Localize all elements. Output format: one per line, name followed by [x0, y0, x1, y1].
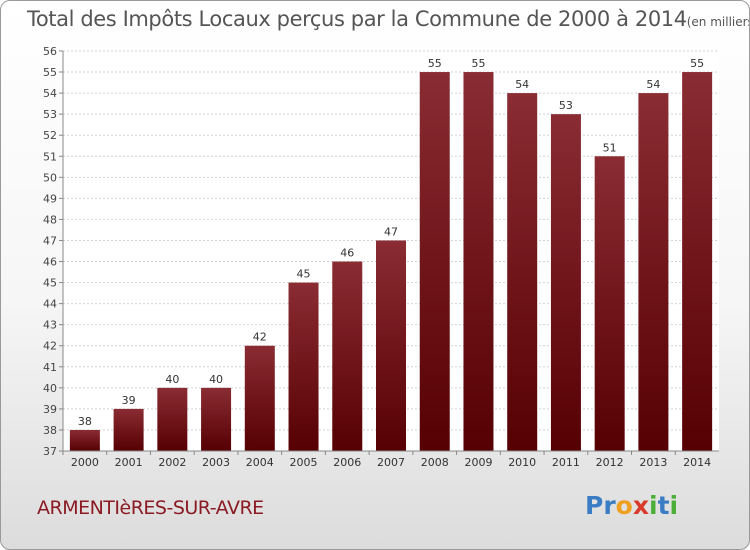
- logo-letter: x: [632, 491, 649, 520]
- y-tick-label: 49: [43, 192, 57, 205]
- y-tick-label: 42: [43, 340, 57, 353]
- y-tick-label: 50: [43, 171, 57, 184]
- logo-letter: t: [657, 491, 670, 520]
- data-label: 54: [646, 78, 660, 91]
- y-tick-label: 55: [43, 66, 57, 79]
- chart-unit-label: (en milliers d'€): [686, 15, 750, 29]
- data-label: 46: [340, 247, 354, 260]
- y-tick-label: 52: [43, 129, 57, 142]
- bar: [419, 72, 450, 451]
- y-tick-label: 54: [43, 87, 57, 100]
- y-tick-label: 45: [43, 277, 57, 290]
- x-tick-label: 2010: [508, 456, 536, 469]
- y-tick-label: 46: [43, 256, 57, 269]
- logo-letter: P: [585, 491, 604, 520]
- x-tick-label: 2004: [246, 456, 274, 469]
- bar: [332, 261, 363, 451]
- bar: [69, 429, 100, 451]
- data-label: 51: [603, 141, 617, 154]
- bar: [288, 282, 319, 451]
- y-tick-label: 41: [43, 361, 57, 374]
- data-label: 55: [690, 57, 704, 70]
- x-tick-label: 2008: [421, 456, 449, 469]
- x-tick-label: 2007: [377, 456, 405, 469]
- bar: [201, 387, 232, 451]
- x-tick-label: 2002: [158, 456, 186, 469]
- bar: [113, 408, 144, 451]
- data-label: 54: [515, 78, 529, 91]
- data-label: 53: [559, 99, 573, 112]
- bar: [376, 240, 406, 451]
- data-label: 40: [209, 373, 223, 386]
- data-label: 39: [122, 394, 136, 407]
- y-tick-label: 39: [43, 403, 57, 416]
- data-label: 40: [165, 373, 179, 386]
- y-tick-label: 38: [43, 424, 57, 437]
- bar: [682, 72, 713, 451]
- bar: [157, 387, 188, 451]
- chart-title-text: Total des Impôts Locaux perçus par la Co…: [27, 7, 687, 31]
- data-label: 42: [253, 331, 267, 344]
- data-label: 38: [78, 415, 92, 428]
- y-tick-label: 40: [43, 382, 57, 395]
- logo-letter: i: [669, 491, 679, 520]
- proxiti-logo[interactable]: Proxiti: [585, 491, 678, 520]
- x-tick-label: 2012: [596, 456, 624, 469]
- x-tick-label: 2005: [290, 456, 318, 469]
- bar: [244, 345, 275, 451]
- y-tick-label: 53: [43, 108, 57, 121]
- bar: [638, 93, 669, 452]
- bar: [463, 72, 494, 451]
- bar: [550, 114, 581, 451]
- bar: [594, 156, 625, 451]
- y-tick-label: 56: [43, 45, 57, 58]
- logo-letter: i: [649, 491, 658, 520]
- y-tick-label: 51: [43, 150, 57, 163]
- y-tick-label: 47: [43, 234, 57, 247]
- logo-letter: r: [603, 491, 616, 520]
- x-tick-label: 2001: [115, 456, 143, 469]
- x-tick-label: 2009: [464, 456, 492, 469]
- data-label: 55: [428, 57, 442, 70]
- x-tick-label: 2013: [639, 456, 667, 469]
- x-tick-label: 2006: [333, 456, 361, 469]
- chart-title: Total des Impôts Locaux perçus par la Co…: [27, 7, 750, 31]
- data-label: 45: [297, 268, 311, 281]
- x-tick-label: 2011: [552, 456, 580, 469]
- x-tick-label: 2014: [683, 456, 711, 469]
- y-tick-label: 44: [43, 298, 57, 311]
- y-tick-label: 48: [43, 213, 57, 226]
- x-tick-label: 2003: [202, 456, 230, 469]
- commune-name: ARMENTIèRES-SUR-AVRE: [37, 497, 264, 519]
- y-tick-label: 37: [43, 445, 57, 458]
- logo-letter: o: [615, 491, 633, 520]
- data-label: 55: [471, 57, 485, 70]
- x-tick-label: 2000: [71, 456, 99, 469]
- bar: [507, 93, 538, 452]
- data-label: 47: [384, 225, 398, 238]
- y-tick-label: 43: [43, 319, 57, 332]
